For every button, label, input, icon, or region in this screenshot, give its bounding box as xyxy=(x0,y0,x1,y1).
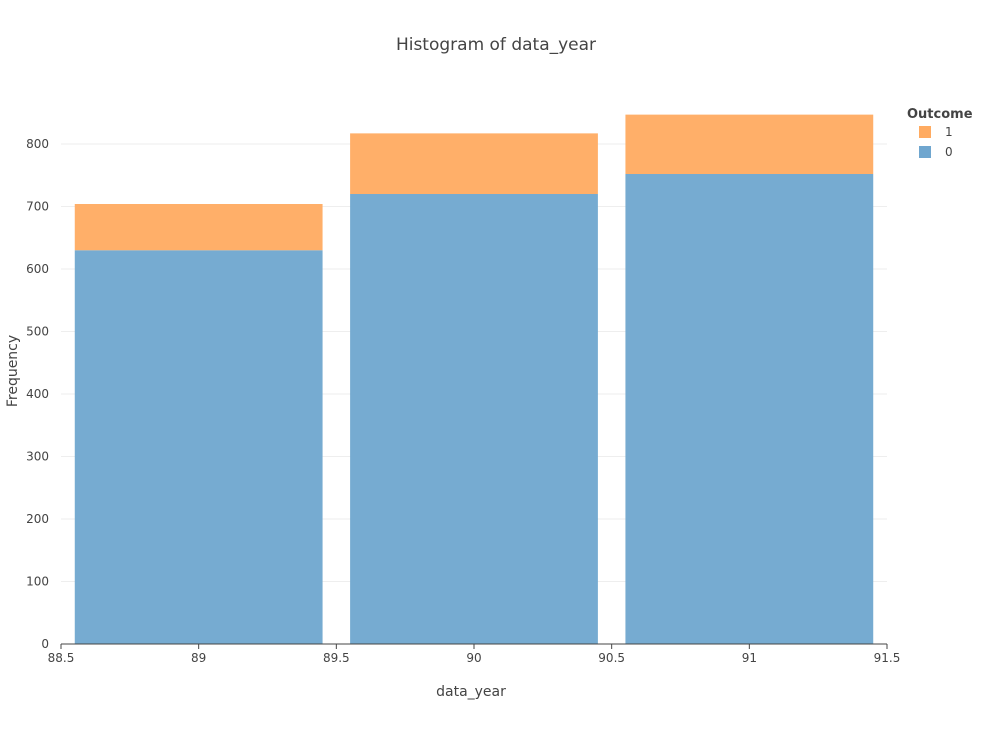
y-tick-label: 600 xyxy=(26,262,49,276)
y-tick-label: 300 xyxy=(26,450,49,464)
legend-label-0[interactable]: 0 xyxy=(945,145,953,159)
legend[interactable]: Outcome 10 xyxy=(907,107,973,159)
x-tick-label: 91.5 xyxy=(874,651,901,665)
x-tick-label: 89.5 xyxy=(323,651,350,665)
legend-label-1[interactable]: 1 xyxy=(945,125,953,139)
bar-series-0-bin-90[interactable] xyxy=(350,194,598,644)
legend-items: 10 xyxy=(919,125,953,159)
axes: 0 100 200 300 400 500 600 700 800 88.5 89 89.5 90 90.… xyxy=(26,137,900,665)
y-tick-label: 500 xyxy=(26,325,49,339)
legend-swatch-1[interactable] xyxy=(919,126,931,138)
x-tick-label: 91 xyxy=(742,651,757,665)
y-tick-label: 0 xyxy=(41,637,49,651)
x-axis-label: data_year xyxy=(436,684,506,700)
y-tick-label: 200 xyxy=(26,512,49,526)
legend-title: Outcome xyxy=(907,107,973,122)
y-axis-label: Frequency xyxy=(5,335,21,407)
x-tick-label: 88.5 xyxy=(48,651,75,665)
bar-series-1-bin-89[interactable] xyxy=(74,204,323,251)
y-tick-label: 800 xyxy=(26,137,49,151)
chart-title: Histogram of data_year xyxy=(396,35,596,55)
y-tick-label: 400 xyxy=(26,387,49,401)
x-tick-label: 90 xyxy=(466,651,481,665)
x-tick-label: 90.5 xyxy=(598,651,625,665)
y-tick-label: 100 xyxy=(26,575,49,589)
legend-swatch-0[interactable] xyxy=(919,146,931,158)
bar-series-1-bin-90[interactable] xyxy=(350,133,598,194)
bars xyxy=(74,114,874,644)
y-tick-label: 700 xyxy=(26,200,49,214)
bar-series-1-bin-91[interactable] xyxy=(625,114,874,174)
bar-series-0-bin-91[interactable] xyxy=(625,174,874,644)
bar-series-0-bin-89[interactable] xyxy=(74,250,323,644)
x-tick-label: 89 xyxy=(191,651,206,665)
